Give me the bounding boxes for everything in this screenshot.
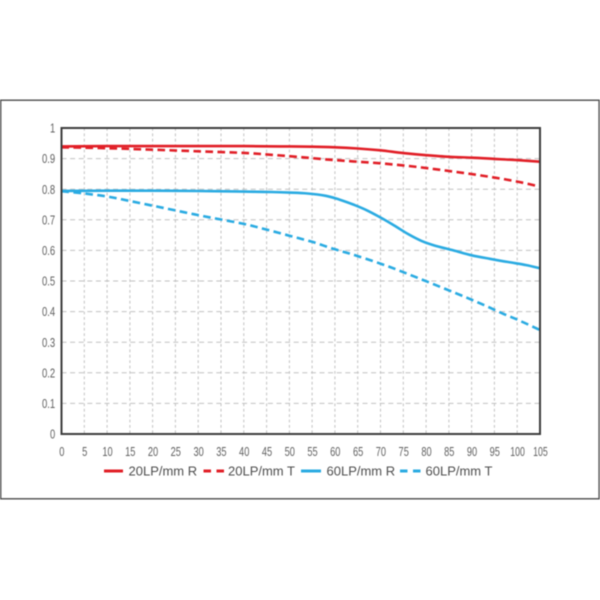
- svg-text:45: 45: [262, 444, 272, 459]
- svg-text:10: 10: [102, 444, 112, 459]
- svg-text:20LP/mm T: 20LP/mm T: [228, 463, 295, 478]
- svg-text:0.3: 0.3: [42, 335, 55, 350]
- svg-text:85: 85: [444, 444, 454, 459]
- svg-text:0.9: 0.9: [42, 151, 55, 166]
- svg-text:20LP/mm R: 20LP/mm R: [129, 463, 198, 478]
- svg-text:0.2: 0.2: [42, 365, 55, 380]
- svg-text:80: 80: [421, 444, 431, 459]
- svg-text:65: 65: [353, 444, 363, 459]
- svg-text:35: 35: [216, 444, 226, 459]
- svg-text:25: 25: [171, 444, 181, 459]
- svg-text:50: 50: [285, 444, 295, 459]
- svg-text:60: 60: [330, 444, 340, 459]
- svg-text:0.4: 0.4: [42, 304, 55, 319]
- svg-text:105: 105: [533, 444, 548, 459]
- svg-text:0.8: 0.8: [42, 182, 55, 197]
- svg-text:55: 55: [307, 444, 317, 459]
- svg-text:0.7: 0.7: [42, 212, 55, 227]
- svg-text:0.6: 0.6: [42, 243, 55, 258]
- svg-text:40: 40: [239, 444, 249, 459]
- svg-text:1: 1: [50, 121, 55, 136]
- svg-text:70: 70: [376, 444, 386, 459]
- svg-text:90: 90: [467, 444, 477, 459]
- svg-text:0.5: 0.5: [42, 274, 55, 289]
- svg-text:60LP/mm T: 60LP/mm T: [426, 463, 493, 478]
- svg-text:0.1: 0.1: [42, 396, 55, 411]
- svg-text:20: 20: [148, 444, 158, 459]
- svg-text:95: 95: [490, 444, 500, 459]
- svg-text:60LP/mm R: 60LP/mm R: [327, 463, 396, 478]
- svg-text:75: 75: [399, 444, 409, 459]
- svg-text:0: 0: [59, 444, 64, 459]
- svg-text:100: 100: [510, 444, 525, 459]
- svg-text:30: 30: [193, 444, 203, 459]
- svg-text:0: 0: [50, 427, 55, 442]
- svg-text:15: 15: [125, 444, 135, 459]
- svg-text:5: 5: [82, 444, 87, 459]
